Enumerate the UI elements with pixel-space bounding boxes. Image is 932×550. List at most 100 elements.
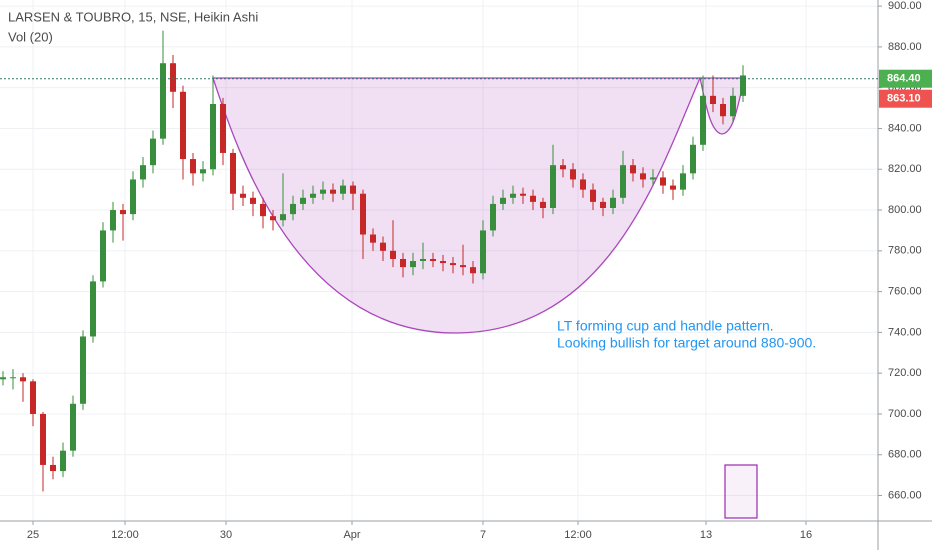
candle-body <box>400 258 406 268</box>
candle-body <box>110 210 116 231</box>
candle-body <box>740 75 746 96</box>
candle-body <box>390 250 396 259</box>
candle-body <box>70 403 76 451</box>
candle-body <box>90 281 96 337</box>
candle-body <box>590 189 596 202</box>
y-tick-label: 820.00 <box>888 163 922 175</box>
candle-body <box>420 258 426 262</box>
candle-body <box>50 464 56 472</box>
candle-body <box>630 165 636 174</box>
x-tick-label: 16 <box>800 529 812 541</box>
candle-body <box>700 95 706 145</box>
candle-body <box>670 185 676 190</box>
candle-body <box>210 104 216 170</box>
y-tick-label: 780.00 <box>888 245 922 257</box>
x-tick-label: 13 <box>700 529 712 541</box>
candle-body <box>260 203 266 217</box>
y-tick-label: 720.00 <box>888 367 922 379</box>
candle-body <box>250 197 256 204</box>
cup-shape <box>212 77 701 334</box>
candle-body <box>370 234 376 243</box>
price-label-box <box>879 89 932 108</box>
candle-body <box>0 377 6 380</box>
candles <box>0 30 746 492</box>
x-tick-label: 12:00 <box>111 529 139 541</box>
candle-body <box>690 144 696 174</box>
candle-body <box>650 177 656 180</box>
candle-body <box>60 450 66 472</box>
candle-body <box>330 189 336 194</box>
candle-body <box>180 91 186 160</box>
candle-body <box>140 165 146 180</box>
price-label-box <box>879 69 932 88</box>
y-tick-label: 840.00 <box>888 122 922 134</box>
candle-body <box>40 413 46 465</box>
candle-body <box>570 169 576 180</box>
candle-body <box>560 165 566 170</box>
candle-body <box>720 104 726 117</box>
price-label: 863.10 <box>887 93 921 105</box>
candle-body <box>350 185 356 194</box>
candle-body <box>200 169 206 174</box>
x-tick-label: Apr <box>343 529 360 541</box>
candle-body <box>80 336 86 404</box>
chart-title: LARSEN & TOUBRO, 15, NSE, Heikin Ashi <box>8 9 258 24</box>
candle-body <box>360 193 366 235</box>
volume-highlight <box>724 464 758 519</box>
candle-body <box>220 104 226 153</box>
candle-body <box>450 263 456 266</box>
y-tick-label: 800.00 <box>888 204 922 216</box>
annotation: LT forming cup and handle pattern. <box>557 318 774 334</box>
candle-body <box>520 193 526 196</box>
candle-body <box>610 197 616 208</box>
y-tick-label: 660.00 <box>888 489 922 501</box>
candle-body <box>240 193 246 198</box>
candle-body <box>20 377 26 382</box>
annotation: Looking bullish for target around 880-90… <box>557 335 816 351</box>
candle-body <box>280 214 286 221</box>
candle-body <box>290 203 296 215</box>
grid <box>0 0 878 520</box>
candle-body <box>480 230 486 274</box>
candle-body <box>300 197 306 204</box>
candle-body <box>660 177 666 186</box>
candle-body <box>470 267 476 274</box>
candle-body <box>620 165 626 198</box>
candle-body <box>340 185 346 194</box>
x-tick-label: 30 <box>220 529 232 541</box>
candle-body <box>580 179 586 190</box>
y-tick-label: 880.00 <box>888 41 922 53</box>
candle-body <box>120 210 126 215</box>
candle-body <box>600 201 606 208</box>
candle-body <box>100 230 106 282</box>
candle-body <box>730 95 736 117</box>
candle-body <box>320 189 326 194</box>
candle-body <box>490 203 496 231</box>
x-tick-label: 25 <box>27 529 39 541</box>
x-tick-label: 12:00 <box>564 529 592 541</box>
candle-body <box>430 258 436 262</box>
price-label: 864.40 <box>887 73 921 85</box>
candle-body <box>170 63 176 92</box>
candle-body <box>270 216 276 221</box>
candle-body <box>550 165 556 208</box>
volume-label: Vol (20) <box>8 29 53 44</box>
x-tick-label: 7 <box>480 529 486 541</box>
candle-body <box>710 95 716 104</box>
candle-body <box>440 261 446 264</box>
y-tick-label: 740.00 <box>888 326 922 338</box>
candle-body <box>530 195 536 202</box>
candle-body <box>410 261 416 268</box>
candle-body <box>160 63 166 139</box>
candle-body <box>150 138 156 166</box>
candle-body <box>230 152 236 194</box>
candle-body <box>190 159 196 174</box>
y-tick-label: 700.00 <box>888 408 922 420</box>
candle-body <box>500 197 506 204</box>
candle-body <box>130 179 136 215</box>
y-tick-label: 760.00 <box>888 286 922 298</box>
y-tick-label: 900.00 <box>888 0 922 12</box>
